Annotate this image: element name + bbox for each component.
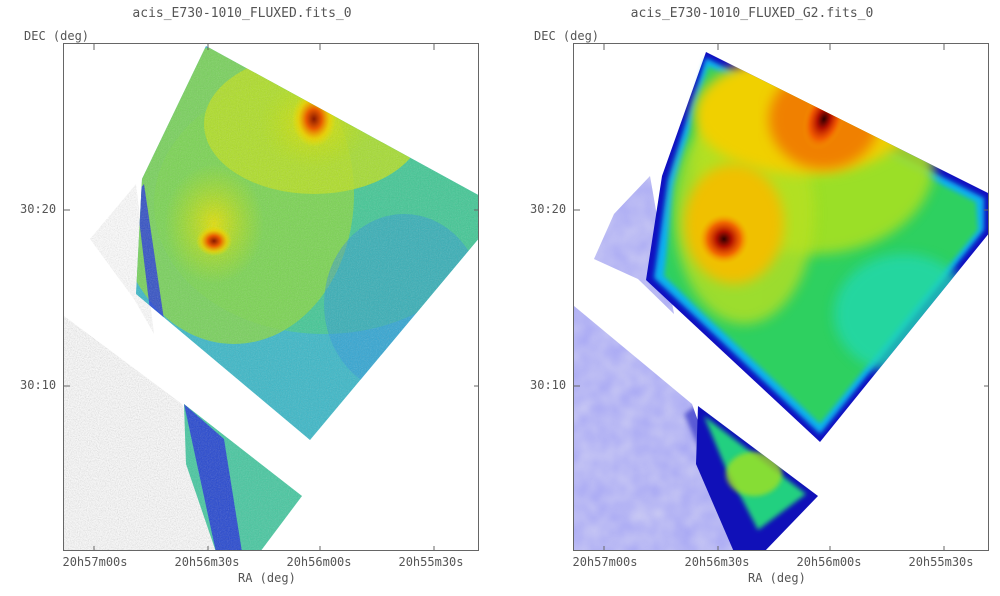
x-tick-label: 20h56m30s — [174, 555, 240, 569]
x-axis-label: RA (deg) — [238, 571, 296, 585]
y-tick-label: 30:10 — [530, 378, 567, 392]
plot-area[interactable] — [573, 43, 989, 551]
heatmap-raw — [64, 44, 478, 550]
y-tick-label: 30:20 — [530, 202, 567, 216]
y-axis-label: DEC (deg) — [24, 29, 90, 43]
chart-title: acis_E730-1010_FLUXED_G2.fits_0 — [630, 6, 874, 21]
x-tick-label: 20h56m00s — [286, 555, 352, 569]
lower-strip — [704, 416, 806, 530]
chart-title: acis_E730-1010_FLUXED.fits_0 — [132, 6, 352, 21]
y-axis-label: DEC (deg) — [534, 29, 600, 43]
x-tick-label: 20h57m00s — [572, 555, 638, 569]
x-axis-label: RA (deg) — [748, 571, 806, 585]
chart-panel-smoothed: acis_E730-1010_FLUXED_G2.fits_0 DEC (deg… — [510, 0, 1000, 596]
x-tick-label: 20h56m30s — [684, 555, 750, 569]
x-tick-label: 20h57m00s — [62, 555, 128, 569]
x-tick-label: 20h55m30s — [908, 555, 974, 569]
x-tick-label: 20h56m00s — [796, 555, 862, 569]
tick-marks — [574, 44, 988, 550]
tick-marks — [64, 44, 478, 550]
main-field — [664, 54, 978, 424]
y-tick-label: 30:10 — [20, 378, 57, 392]
plot-area[interactable] — [63, 43, 479, 551]
y-tick-label: 30:20 — [20, 202, 57, 216]
heatmap-smoothed — [574, 44, 988, 550]
x-tick-label: 20h55m30s — [398, 555, 464, 569]
chart-panel-raw: acis_E730-1010_FLUXED.fits_0 DEC (deg) — [20, 6, 479, 585]
